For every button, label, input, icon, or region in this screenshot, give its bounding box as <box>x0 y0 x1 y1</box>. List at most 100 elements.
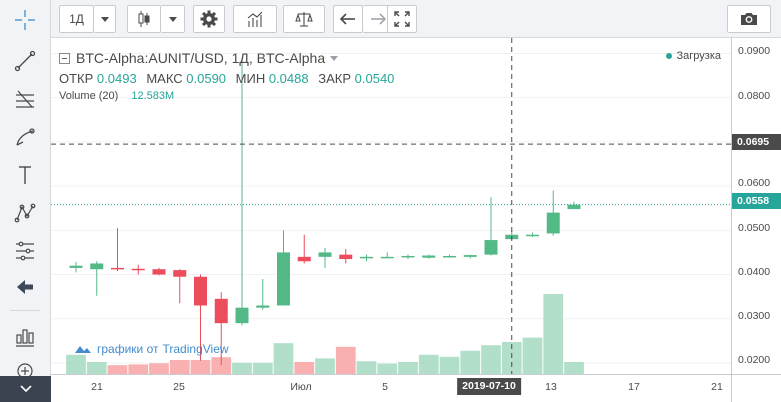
loading-label: Загрузка <box>676 50 721 62</box>
candle-body <box>526 234 539 237</box>
symbol-title: BTC-Alpha:AUNIT/USD, 1Д, BTC-Alpha <box>76 50 326 66</box>
interval-dropdown[interactable] <box>94 5 116 33</box>
interval-label: 1Д <box>69 12 84 26</box>
volume-bar <box>481 345 501 374</box>
fullscreen-button[interactable] <box>387 5 417 33</box>
candle-body <box>443 255 456 258</box>
price-tick: 0.0600 <box>738 177 771 189</box>
volume-bar <box>128 364 149 374</box>
price-tick: 0.0300 <box>738 310 771 322</box>
candle-body <box>546 212 560 234</box>
cloud-logo-icon <box>75 346 91 353</box>
measure-icon[interactable] <box>8 236 42 266</box>
chart-type-dropdown[interactable] <box>161 5 185 33</box>
candle-body <box>484 240 498 255</box>
chevron-down-icon <box>168 16 177 22</box>
candle-body <box>90 263 104 270</box>
low-value: 0.0488 <box>268 71 309 86</box>
compare-icon <box>295 12 313 27</box>
back-arrow-icon[interactable] <box>8 272 42 302</box>
volume-bar <box>439 356 460 374</box>
collapse-toolbar-button[interactable] <box>0 376 51 402</box>
price-tick: 0.0900 <box>738 45 771 57</box>
toolbar-divider <box>10 310 40 311</box>
time-axis[interactable]: 21 25 Июл 5 13 17 21 2019-07-10 <box>51 374 731 402</box>
compare-button[interactable] <box>283 5 325 33</box>
high-value: 0.0590 <box>186 71 227 86</box>
high-label: МАКС <box>146 71 183 86</box>
candle-body <box>318 252 332 257</box>
volume-bar <box>522 337 543 374</box>
text-icon[interactable] <box>8 160 42 190</box>
trend-line-icon[interactable] <box>8 46 42 76</box>
time-tick: 25 <box>173 381 185 393</box>
volume-bar <box>294 362 315 374</box>
candle-body <box>194 276 207 306</box>
undo-button[interactable] <box>333 5 363 33</box>
pattern-icon[interactable] <box>8 198 42 228</box>
open-label: ОТКР <box>59 71 94 86</box>
crosshair-price-label: 0.0695 <box>732 134 781 150</box>
chart-legend: BTC-Alpha:AUNIT/USD, 1Д, BTC-Alpha ОТКР … <box>59 50 400 102</box>
interval-button[interactable]: 1Д <box>59 5 94 33</box>
stats-icon[interactable] <box>8 322 42 352</box>
tradingview-watermark[interactable]: графики от TradingView <box>73 342 229 356</box>
chevron-down-icon[interactable] <box>329 54 339 62</box>
chart-pane[interactable]: BTC-Alpha:AUNIT/USD, 1Д, BTC-Alpha ОТКР … <box>51 38 731 374</box>
volume-bar <box>335 346 356 374</box>
volume-bar <box>460 350 481 374</box>
last-price-label: 0.0558 <box>732 193 781 209</box>
time-tick: 21 <box>91 381 103 393</box>
volume-bar <box>273 343 294 374</box>
volume-bar <box>398 362 418 374</box>
loading-dot-icon <box>665 53 672 59</box>
volume-bar <box>169 360 190 374</box>
volume-bar <box>252 362 273 374</box>
volume-bar <box>149 363 169 374</box>
candle-body <box>256 305 270 308</box>
chevron-down-icon <box>19 385 32 393</box>
candle-body <box>277 252 290 306</box>
volume-bar <box>211 357 232 374</box>
time-tick: 17 <box>628 381 640 393</box>
chevron-down-icon <box>100 16 109 22</box>
crosshair-icon[interactable] <box>8 5 42 35</box>
candle-body <box>401 255 415 258</box>
settings-icon <box>200 10 218 28</box>
volume-bar <box>86 362 107 374</box>
settings-button[interactable] <box>193 5 225 33</box>
camera-icon <box>741 13 757 25</box>
candle-body <box>173 270 187 277</box>
price-tick: 0.0800 <box>738 90 771 102</box>
indicators-button[interactable] <box>233 5 277 33</box>
brush-icon[interactable] <box>8 122 42 152</box>
candle-body <box>360 256 373 259</box>
indicators-icon <box>247 11 263 27</box>
chart-type-button[interactable] <box>127 5 161 33</box>
crosshair-date-label: 2019-07-10 <box>457 378 521 395</box>
low-label: МИН <box>235 71 266 86</box>
volume-bar <box>315 358 335 374</box>
fib-icon[interactable] <box>8 84 42 114</box>
loading-indicator: Загрузка <box>665 50 721 62</box>
volume-bar <box>232 362 252 374</box>
open-value: 0.0493 <box>96 71 137 86</box>
snapshot-button[interactable] <box>727 5 771 33</box>
volume-bar <box>377 363 398 374</box>
watermark-brand: TradingView <box>162 342 229 356</box>
candle-body <box>131 268 145 271</box>
candle-body <box>111 267 124 270</box>
volume-value: 12.583M <box>131 90 175 102</box>
price-tick: 0.0200 <box>738 354 771 366</box>
redo-icon <box>370 13 386 25</box>
close-label: ЗАКР <box>318 71 352 86</box>
price-axis[interactable]: 0.0900 0.0800 0.0600 0.0500 0.0400 0.030… <box>731 38 781 374</box>
collapse-legend-icon[interactable] <box>59 52 70 64</box>
volume-bar <box>564 362 584 374</box>
time-tick: 5 <box>382 381 388 393</box>
price-tick: 0.0400 <box>738 266 771 278</box>
volume-bar <box>66 354 86 374</box>
volume-label: Volume (20) <box>59 90 119 102</box>
candle-body <box>235 307 249 324</box>
watermark-prefix: графики от <box>97 342 159 356</box>
